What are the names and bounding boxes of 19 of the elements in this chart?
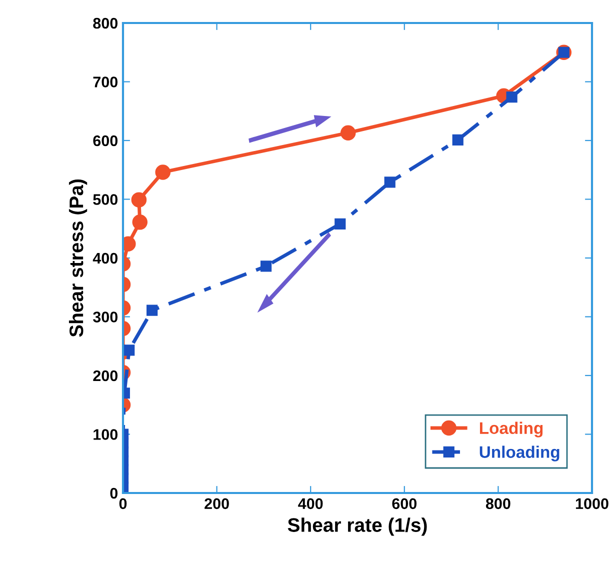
y-tick-label: 600	[93, 135, 118, 146]
legend-label: Loading	[480, 422, 543, 438]
y-tick-label: 200	[93, 370, 118, 382]
y-tick-label: 300	[93, 312, 118, 322]
x-tick-label: 0	[119, 498, 127, 510]
y-tick-label: 0	[110, 488, 118, 499]
y-tick-label: 400	[92, 252, 118, 264]
x-tick-label: 600	[392, 498, 417, 510]
y-tick-label: 700	[93, 76, 118, 88]
x-axis-title: Shear rate (1/s)	[288, 518, 427, 536]
x-tick-label: 400	[298, 498, 323, 510]
y-tick-label: 100	[94, 429, 118, 440]
y-tick-label: 800	[93, 18, 118, 29]
y-tick-label: 500	[93, 194, 118, 205]
y-axis-title: Shear stress (Pa)	[68, 180, 88, 337]
x-tick-label: 200	[204, 498, 229, 510]
legend-label: Unloading	[480, 446, 560, 462]
x-tick-label: 800	[486, 498, 510, 510]
x-tick-label: 1000	[576, 498, 608, 510]
